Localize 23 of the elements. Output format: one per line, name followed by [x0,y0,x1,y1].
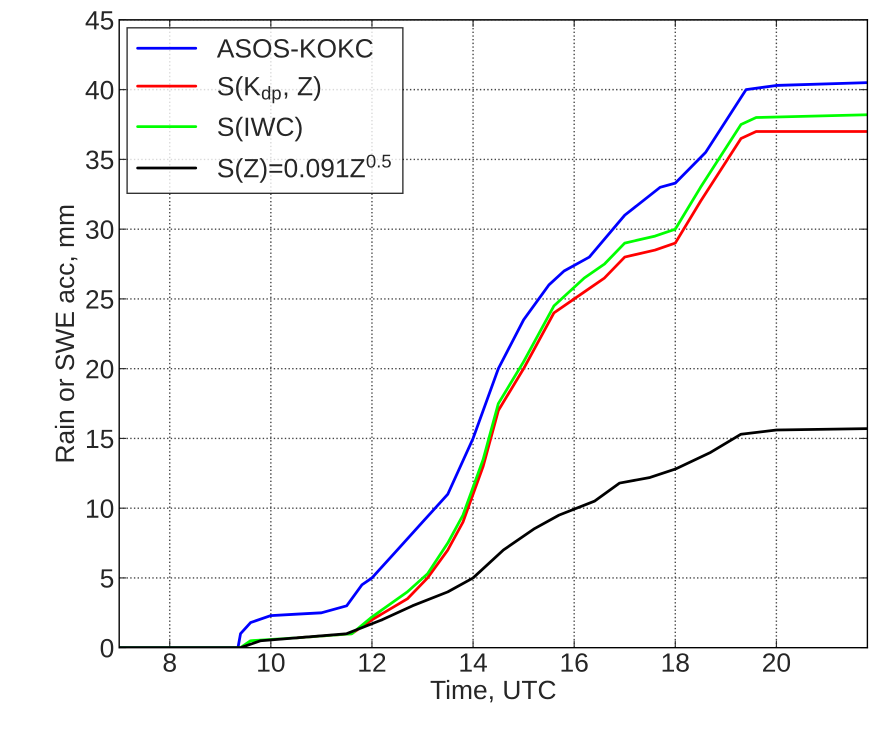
legend-label: S(K$_{dp}$, Z) [218,76,320,104]
y-tick-label: 35 [86,150,114,170]
y-tick-label: 25 [86,290,114,309]
y-tick-label: 30 [86,220,114,239]
legend-label: S(IWC) [218,116,302,142]
x-tick-label: 20 [763,653,790,672]
x-axis-title: Time, UTC [430,680,556,702]
x-tick-label: 18 [662,653,689,672]
y-tick-label: 10 [86,499,114,518]
x-tick-label: 10 [258,653,284,672]
y-tick-label: 0 [100,638,114,658]
legend-label: S(Z)=0.091Z$^{0.5}$ [218,154,391,183]
y-tick-label: 45 [86,11,114,30]
y-tick-label: 5 [100,569,114,588]
x-tick-label: 12 [359,653,386,672]
y-axis-title: Rain or SWE acc, mm [54,206,78,462]
x-tick-label: 14 [460,654,487,672]
y-tick-label: 15 [86,430,114,448]
legend-label: ASOS-KOKC [216,39,373,58]
x-tick-label: 8 [164,653,176,672]
y-tick-label: 40 [86,80,114,100]
y-tick-label: 20 [86,360,114,378]
x-tick-label: 16 [562,653,588,672]
